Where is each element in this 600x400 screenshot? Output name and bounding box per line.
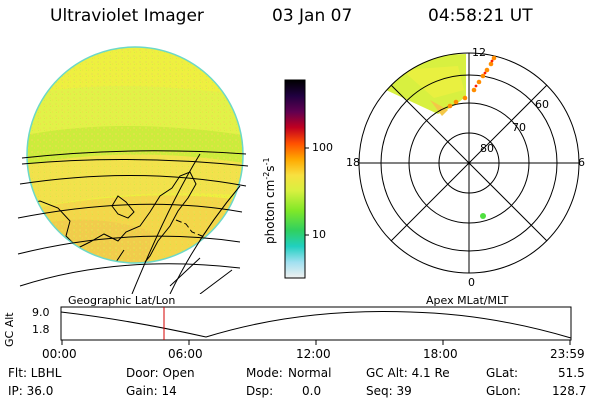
lat-label-70: 70 [512,121,526,134]
glat-label: GLat: [486,366,519,380]
mlt-label-12: 12 [472,46,486,59]
mlt-label-6: 6 [578,156,585,169]
x-tick-0000: 00:00 [42,347,77,361]
colorbar [284,79,309,279]
glat-value: 51.5 [558,366,585,380]
dsp-value: 0.0 [302,384,322,398]
gc-alt-status: GC Alt: 4.1 Re [366,366,450,380]
door-status: Door: Open [126,366,195,380]
gc-alt-axis-label: GC Alt [3,312,16,347]
filter-status: Flt: LBHL [8,366,62,380]
ip-status: IP: 36.0 [8,384,54,398]
date-label: 03 Jan 07 [272,6,353,26]
earth-disk-image [17,46,249,294]
glon-label: GLon: [486,384,521,398]
mlt-label-0: 0 [468,276,475,289]
dsp-label: Dsp: [246,384,274,398]
geographic-latlon-title: Geographic Lat/Lon [68,294,176,307]
mode-label: Mode: [246,366,283,380]
glon-value: 128.7 [552,384,587,398]
x-tick-2359: 23:59 [550,347,585,361]
y-tick-1.8: 1.8 [32,323,50,336]
lat-label-60: 60 [535,98,549,111]
seq-status: Seq: 39 [366,384,412,398]
mlt-label-18: 18 [346,156,360,169]
colorbar-tick-100: 100 [312,141,333,154]
lat-label-80: 80 [480,142,494,155]
colorbar-units-label: photon cm-2s-1 [262,157,277,244]
time-label: 04:58:21 UT [428,6,533,26]
gain-status: Gain: 14 [126,384,177,398]
x-tick-1200: 12:00 [296,347,331,361]
x-tick-1800: 18:00 [423,347,458,361]
apex-mlat-mlt-title: Apex MLat/MLT [426,294,509,307]
x-tick-0600: 06:00 [168,347,203,361]
altitude-timeline-plot [60,306,572,345]
colorbar-tick-10: 10 [312,228,326,241]
page-title: Ultraviolet Imager [50,6,204,26]
mode-value: Normal [288,366,332,380]
polar-plot [358,52,580,274]
y-tick-9: 9.0 [32,306,50,319]
